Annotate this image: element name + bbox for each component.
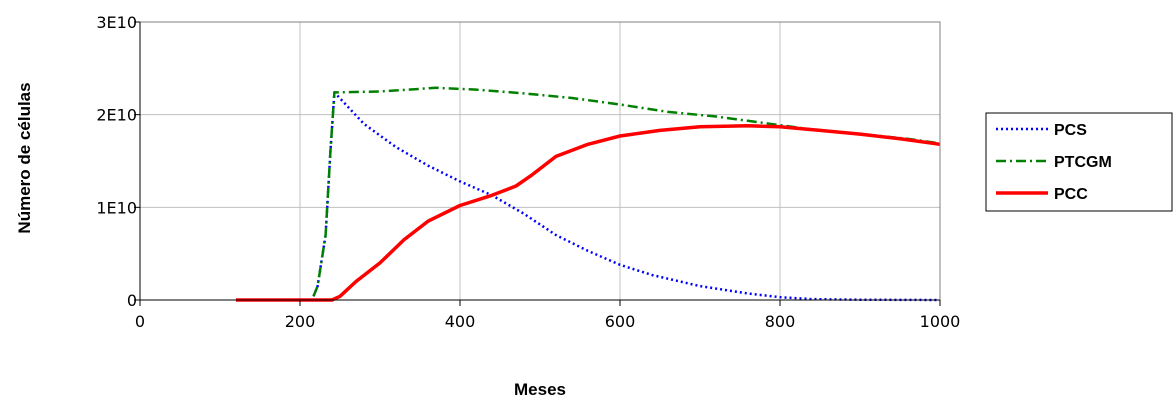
axes bbox=[134, 21, 941, 306]
x-tick-label: 800 bbox=[765, 312, 796, 331]
y-tick-label: 3E10 bbox=[96, 13, 137, 32]
series-line-ptcgm bbox=[236, 86, 941, 302]
plot-area-frame bbox=[139, 21, 941, 301]
legend-label: PTCGM bbox=[1054, 154, 1112, 171]
series-line-pcs bbox=[236, 91, 941, 302]
y-tick-label: 2E10 bbox=[96, 106, 137, 125]
y-tick-label: 1E10 bbox=[96, 198, 137, 217]
x-tick-label: 400 bbox=[445, 312, 476, 331]
y-axis-title: Número de células bbox=[15, 82, 34, 233]
legend-label: PCC bbox=[1054, 186, 1088, 203]
gridlines bbox=[140, 21, 941, 300]
x-tick-label: 600 bbox=[605, 312, 636, 331]
series-lines bbox=[236, 86, 941, 302]
legend-label: PCS bbox=[1054, 122, 1087, 139]
legend-item-ptcgm: PTCGM bbox=[996, 154, 1112, 171]
series-line-pcc bbox=[236, 124, 941, 302]
y-tick-label: 0 bbox=[127, 291, 137, 310]
legend: PCS PTCGM PCC bbox=[985, 112, 1173, 212]
legend-item-pcc: PCC bbox=[996, 186, 1088, 203]
x-tick-label: 200 bbox=[285, 312, 316, 331]
tick-labels: 0 200 400 600 800 1000 0 1E10 2E10 3E10 bbox=[96, 13, 960, 331]
x-axis-title: Meses bbox=[514, 380, 566, 399]
x-tick-label: 0 bbox=[135, 312, 145, 331]
legend-item-pcs: PCS bbox=[996, 122, 1087, 139]
x-tick-label: 1000 bbox=[920, 312, 961, 331]
